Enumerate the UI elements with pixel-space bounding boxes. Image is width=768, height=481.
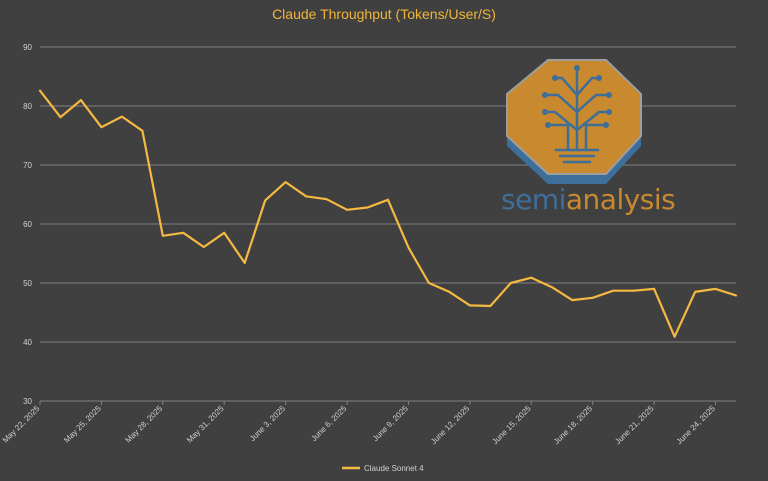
y-tick-label: 30 [23,397,32,406]
logo-text-semi: semi [501,183,566,216]
y-tick-label: 50 [23,279,32,288]
y-tick-label: 90 [23,43,32,52]
logo-text-analysis: analysis [566,183,675,216]
logo-octagon [506,59,642,175]
y-tick-label: 70 [23,161,32,170]
legend: Claude Sonnet 4 [342,464,424,473]
tree-circuit-icon [543,68,611,164]
y-axis-tick-labels: 30 40 50 60 70 80 90 [23,43,32,406]
legend-label: Claude Sonnet 4 [364,464,424,473]
tree-circuit-nodes [542,65,612,128]
semianalysis-logo: semianalysis [501,59,676,216]
chart-title: Claude Throughput (Tokens/User/S) [272,6,496,22]
series-points [39,90,737,337]
y-tick-label: 40 [23,338,32,347]
y-tick-label: 60 [23,220,32,229]
logo-wordmark: semianalysis [501,183,675,216]
y-tick-label: 80 [23,102,32,111]
